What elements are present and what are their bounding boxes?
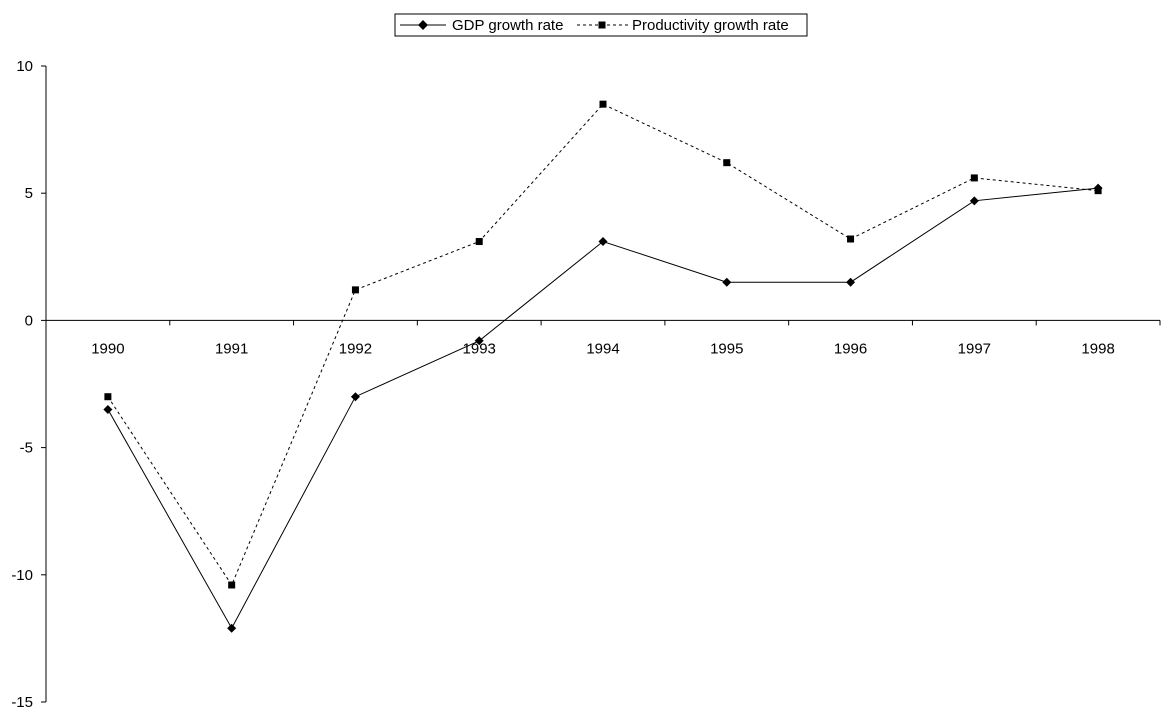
x-tick-label: 1998	[1081, 340, 1114, 357]
data-point-square	[228, 581, 236, 589]
x-tick-label: 1990	[91, 340, 124, 357]
data-point-diamond	[722, 277, 732, 287]
data-point-square	[104, 393, 112, 401]
data-point-square	[1094, 187, 1102, 195]
legend-label-gdp: GDP growth rate	[452, 17, 563, 34]
x-tick-label: 1994	[586, 340, 619, 357]
data-point-diamond	[846, 277, 856, 287]
data-point-diamond	[350, 392, 360, 402]
y-tick-label: -10	[11, 567, 33, 584]
y-tick-label: -5	[20, 440, 33, 457]
data-point-diamond	[103, 404, 113, 414]
series-line	[107, 187, 1099, 630]
data-point-square	[351, 286, 359, 294]
y-tick-label: 5	[25, 185, 33, 202]
x-tick-label: 1996	[834, 340, 867, 357]
data-point-diamond	[598, 237, 608, 247]
legend-marker-productivity	[598, 21, 606, 29]
data-point-square	[970, 174, 978, 182]
data-point-square	[723, 159, 731, 167]
series-productivity-growth	[104, 100, 1102, 589]
x-tick-label: 1991	[215, 340, 248, 357]
y-tick-label: 0	[25, 312, 33, 329]
legend-label-productivity: Productivity growth rate	[632, 17, 789, 34]
data-point-square	[475, 238, 483, 246]
series-line	[107, 103, 1099, 587]
data-point-diamond	[969, 196, 979, 206]
data-point-diamond	[227, 623, 237, 633]
x-tick-label: 1992	[339, 340, 372, 357]
x-tick-label: 1997	[958, 340, 991, 357]
series-gdp-growth	[103, 183, 1103, 633]
y-tick-label: -15	[11, 694, 33, 708]
data-point-square	[847, 235, 855, 243]
series-group	[103, 100, 1103, 633]
data-point-square	[599, 100, 607, 108]
data-point-diamond	[474, 336, 484, 346]
x-tick-label: 1995	[710, 340, 743, 357]
y-tick-label: 10	[16, 58, 33, 75]
legend: GDP growth rate Productivity growth rate	[394, 13, 808, 37]
